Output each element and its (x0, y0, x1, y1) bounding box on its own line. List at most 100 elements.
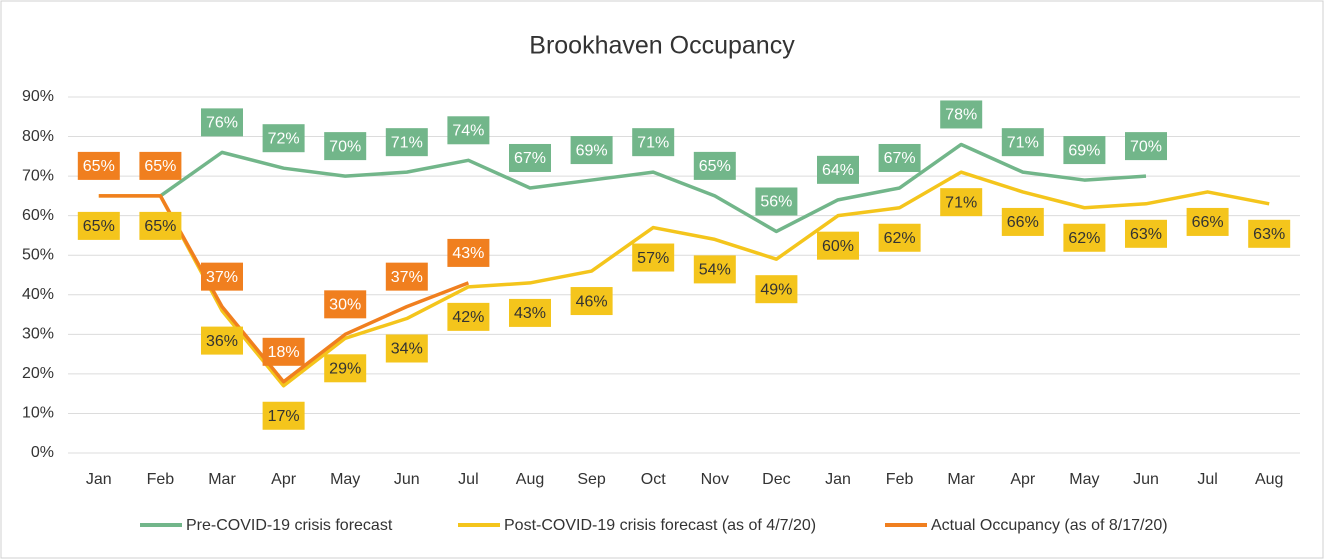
series-line (98, 170, 1270, 388)
legend-label: Pre-COVID-19 crisis forecast (186, 517, 393, 534)
data-label-box (509, 298, 551, 327)
data-label: 60% (822, 238, 854, 255)
data-label-box (1186, 207, 1229, 236)
data-label: 67% (884, 150, 916, 167)
data-label-box (693, 255, 736, 284)
data-label: 37% (391, 269, 423, 286)
data-label-box (570, 136, 613, 165)
y-tick-label: 80% (22, 128, 54, 145)
data-label-box (1063, 223, 1106, 252)
x-tick-label: Jun (1133, 471, 1159, 488)
data-label: 71% (945, 194, 977, 211)
data-label: 71% (1007, 134, 1039, 151)
data-label: 30% (329, 297, 361, 314)
x-tick-label: Sep (577, 471, 606, 488)
data-label-box (324, 354, 367, 383)
chart-title: Brookhaven Occupancy (529, 32, 795, 60)
x-tick-label: Oct (641, 471, 666, 488)
data-label: 72% (268, 130, 300, 147)
x-tick-label: Mar (208, 471, 236, 488)
data-label-box (817, 231, 859, 260)
data-label-box (447, 238, 490, 267)
data-label-box (570, 287, 613, 316)
data-label: 70% (329, 138, 361, 155)
data-label: 56% (760, 194, 792, 211)
data-label-box (447, 116, 490, 145)
data-label: 37% (206, 269, 238, 286)
x-tick-label: May (330, 471, 360, 488)
data-label-box (262, 337, 305, 366)
data-label-box (201, 262, 243, 291)
data-label-box (139, 151, 182, 180)
data-label: 67% (514, 150, 546, 167)
data-label: 54% (699, 262, 731, 279)
y-tick-label: 70% (22, 167, 54, 184)
data-label-box (385, 128, 428, 157)
data-label-box (878, 223, 921, 252)
data-label: 64% (822, 162, 854, 179)
y-tick-label: 0% (31, 444, 54, 461)
x-tick-label: Mar (947, 471, 975, 488)
legend-label: Post-COVID-19 crisis forecast (as of 4/7… (504, 517, 816, 534)
data-label: 43% (452, 245, 484, 262)
y-tick-label: 50% (22, 246, 54, 263)
series-line (159, 142, 1147, 234)
x-tick-label: Dec (762, 471, 790, 488)
data-label: 74% (452, 123, 484, 140)
data-label: 62% (1068, 230, 1100, 247)
data-label-box (262, 124, 305, 153)
data-label-box (940, 188, 983, 217)
data-label: 71% (391, 134, 423, 151)
data-label: 29% (329, 361, 361, 378)
x-tick-label: Feb (147, 471, 175, 488)
data-label-box (632, 243, 675, 272)
x-tick-label: Apr (271, 471, 297, 488)
data-label-box (878, 143, 921, 172)
data-label: 69% (576, 142, 608, 159)
x-tick-label: Apr (1010, 471, 1036, 488)
data-label-box (262, 401, 305, 430)
data-label-box (139, 211, 182, 240)
data-label: 63% (1253, 226, 1285, 243)
data-label: 65% (144, 158, 176, 175)
data-label: 46% (576, 293, 608, 310)
y-tick-label: 40% (22, 286, 54, 303)
data-label-box (201, 108, 243, 137)
data-label-box (817, 155, 859, 184)
data-label: 66% (1192, 214, 1224, 231)
x-tick-label: Feb (886, 471, 914, 488)
y-tick-label: 20% (22, 365, 54, 382)
series-line (98, 194, 470, 384)
data-label-box (385, 262, 428, 291)
data-label-box (1001, 207, 1044, 236)
y-tick-label: 90% (22, 88, 54, 105)
data-label-box (324, 132, 367, 161)
legend-label: Actual Occupancy (as of 8/17/20) (931, 517, 1168, 534)
data-label: 42% (452, 309, 484, 326)
x-tick-label: Jul (458, 471, 478, 488)
data-label: 18% (268, 344, 300, 361)
data-label: 43% (514, 305, 546, 322)
data-label: 49% (760, 281, 792, 298)
y-tick-label: 60% (22, 207, 54, 224)
data-label-box (201, 326, 243, 355)
data-label: 71% (637, 134, 669, 151)
data-label: 78% (945, 107, 977, 124)
data-label-box (447, 302, 490, 331)
data-label: 65% (144, 218, 176, 235)
data-label: 69% (1068, 142, 1100, 159)
x-tick-label: Aug (516, 471, 544, 488)
data-label: 17% (268, 408, 300, 425)
x-tick-label: Jun (394, 471, 420, 488)
y-tick-label: 30% (22, 326, 54, 343)
data-label: 57% (637, 250, 669, 267)
data-label: 65% (83, 158, 115, 175)
data-label-box (385, 334, 428, 363)
data-label-box (1125, 132, 1167, 161)
data-label: 70% (1130, 138, 1162, 155)
data-label-box (1248, 219, 1291, 248)
data-label: 76% (206, 115, 238, 132)
data-label-box (77, 151, 120, 180)
x-tick-label: Jan (86, 471, 112, 488)
data-label-box (940, 100, 983, 129)
